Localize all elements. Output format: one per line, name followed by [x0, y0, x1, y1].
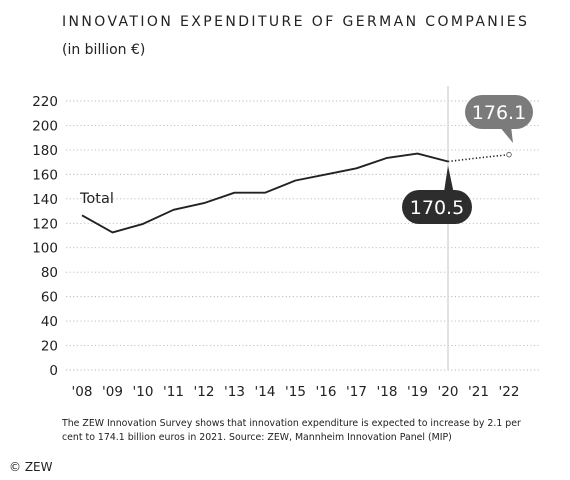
annotation-bubble-176: 176.1 [465, 95, 533, 143]
x-tick-label: '14 [255, 384, 276, 400]
y-tick-label: 20 [41, 339, 58, 355]
line-chart: 0 20 40 60 80 100 120 140 160 180 200 220 '08 '09 '10 '… [32, 86, 540, 400]
annotation-layer: 170.5 176.1 [402, 95, 533, 224]
bubble-pointer [444, 165, 454, 194]
axis-labels: 0 20 40 60 80 100 120 140 160 180 200 220 '08 '09 '10 '… [32, 94, 519, 400]
bubble-body [402, 190, 472, 224]
series-line-total [81, 152, 449, 234]
x-tick-label: '13 [224, 384, 245, 400]
x-tick-label: '08 [72, 384, 93, 400]
forecast-series-line [447, 153, 510, 163]
y-tick-label: 0 [49, 363, 58, 379]
x-tick-label: '11 [163, 384, 184, 400]
bubble-value-label: 176.1 [472, 102, 526, 124]
series-layer: Total [79, 151, 512, 234]
x-tick-label: '20 [438, 384, 459, 400]
bubble-body [465, 95, 533, 129]
series-label-total: Total [79, 191, 114, 207]
chart-caption: The ZEW Innovation Survey shows that inn… [62, 418, 521, 443]
x-tick-label: '12 [194, 384, 215, 400]
annotation-bubble-170: 170.5 [402, 165, 472, 224]
y-tick-label: 120 [32, 216, 58, 232]
x-tick-label: '19 [407, 384, 428, 400]
x-tick-label: '18 [377, 384, 398, 400]
bubble-pointer [499, 126, 513, 143]
x-tick-label: '15 [285, 384, 306, 400]
y-tick-label: 200 [32, 118, 58, 134]
x-tick-label: '10 [133, 384, 154, 400]
y-tick-label: 180 [32, 143, 58, 159]
copyright-credit: © ZEW [9, 460, 53, 474]
y-tick-label: 100 [32, 241, 58, 257]
x-tick-label: '16 [316, 384, 337, 400]
x-tick-label: '09 [102, 384, 123, 400]
y-tick-label: 60 [41, 290, 58, 306]
y-tick-label: 40 [41, 314, 58, 330]
x-tick-label: '17 [346, 384, 367, 400]
x-tick-label: '21 [468, 384, 489, 400]
y-tick-label: 140 [32, 192, 58, 208]
forecast-endpoint-marker [506, 151, 512, 158]
y-tick-label: 160 [32, 167, 58, 183]
chart-title: INNOVATION EXPENDITURE OF GERMAN COMPANI… [62, 14, 530, 30]
y-tick-label: 220 [32, 94, 58, 110]
y-tick-label: 80 [41, 265, 58, 281]
bubble-value-label: 170.5 [410, 197, 464, 219]
x-tick-label: '22 [499, 384, 520, 400]
chart-subtitle: (in billion €) [62, 42, 146, 58]
grid-layer [66, 100, 540, 371]
